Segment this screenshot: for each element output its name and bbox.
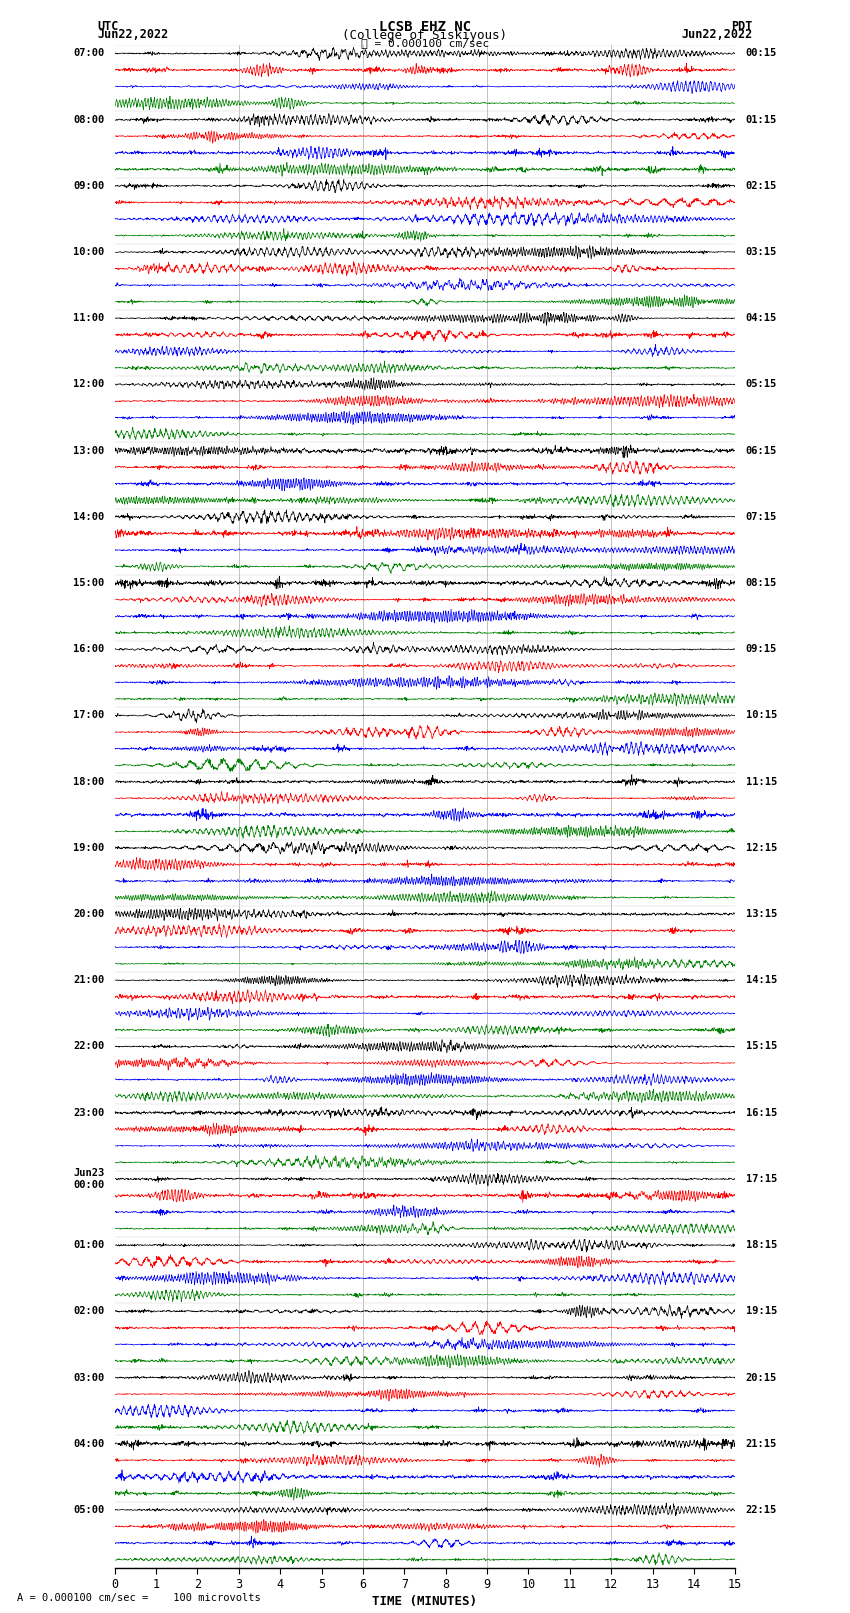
Text: 08:00: 08:00 xyxy=(73,115,105,124)
Text: 14:00: 14:00 xyxy=(73,511,105,523)
Text: 21:15: 21:15 xyxy=(745,1439,777,1448)
Text: 19:00: 19:00 xyxy=(73,844,105,853)
Text: 19:15: 19:15 xyxy=(745,1307,777,1316)
Text: 16:00: 16:00 xyxy=(73,644,105,655)
Text: 09:15: 09:15 xyxy=(745,644,777,655)
Text: UTC: UTC xyxy=(98,19,119,34)
Text: 03:15: 03:15 xyxy=(745,247,777,256)
Text: 21:00: 21:00 xyxy=(73,976,105,986)
Text: 08:15: 08:15 xyxy=(745,577,777,589)
Text: 18:15: 18:15 xyxy=(745,1240,777,1250)
Text: 14:15: 14:15 xyxy=(745,976,777,986)
Text: 20:00: 20:00 xyxy=(73,910,105,919)
Text: 04:15: 04:15 xyxy=(745,313,777,323)
Text: 22:15: 22:15 xyxy=(745,1505,777,1515)
Text: 07:00: 07:00 xyxy=(73,48,105,58)
Text: 01:00: 01:00 xyxy=(73,1240,105,1250)
X-axis label: TIME (MINUTES): TIME (MINUTES) xyxy=(372,1595,478,1608)
Text: Jun22,2022: Jun22,2022 xyxy=(98,29,169,42)
Text: 15:00: 15:00 xyxy=(73,577,105,589)
Text: Jun22,2022: Jun22,2022 xyxy=(681,29,752,42)
Text: 01:15: 01:15 xyxy=(745,115,777,124)
Text: 00:15: 00:15 xyxy=(745,48,777,58)
Text: 17:15: 17:15 xyxy=(745,1174,777,1184)
Text: 17:00: 17:00 xyxy=(73,710,105,721)
Text: 20:15: 20:15 xyxy=(745,1373,777,1382)
Text: 03:00: 03:00 xyxy=(73,1373,105,1382)
Text: 13:15: 13:15 xyxy=(745,910,777,919)
Text: 10:00: 10:00 xyxy=(73,247,105,256)
Text: 10:15: 10:15 xyxy=(745,710,777,721)
Text: ⏐ = 0.000100 cm/sec: ⏐ = 0.000100 cm/sec xyxy=(361,37,489,48)
Text: 06:15: 06:15 xyxy=(745,445,777,455)
Text: 11:15: 11:15 xyxy=(745,777,777,787)
Text: 12:00: 12:00 xyxy=(73,379,105,389)
Text: 12:15: 12:15 xyxy=(745,844,777,853)
Text: 22:00: 22:00 xyxy=(73,1042,105,1052)
Text: (College of Siskiyous): (College of Siskiyous) xyxy=(343,29,507,42)
Text: 18:00: 18:00 xyxy=(73,777,105,787)
Text: PDT: PDT xyxy=(731,19,752,34)
Text: LCSB EHZ NC: LCSB EHZ NC xyxy=(379,19,471,34)
Text: 05:00: 05:00 xyxy=(73,1505,105,1515)
Text: 16:15: 16:15 xyxy=(745,1108,777,1118)
Text: 02:15: 02:15 xyxy=(745,181,777,190)
Text: 15:15: 15:15 xyxy=(745,1042,777,1052)
Text: A = 0.000100 cm/sec =    100 microvolts: A = 0.000100 cm/sec = 100 microvolts xyxy=(17,1594,261,1603)
Text: 04:00: 04:00 xyxy=(73,1439,105,1448)
Text: 09:00: 09:00 xyxy=(73,181,105,190)
Text: 23:00: 23:00 xyxy=(73,1108,105,1118)
Text: 02:00: 02:00 xyxy=(73,1307,105,1316)
Text: 13:00: 13:00 xyxy=(73,445,105,455)
Text: 07:15: 07:15 xyxy=(745,511,777,523)
Text: 11:00: 11:00 xyxy=(73,313,105,323)
Text: Jun23
00:00: Jun23 00:00 xyxy=(73,1168,105,1190)
Text: 05:15: 05:15 xyxy=(745,379,777,389)
